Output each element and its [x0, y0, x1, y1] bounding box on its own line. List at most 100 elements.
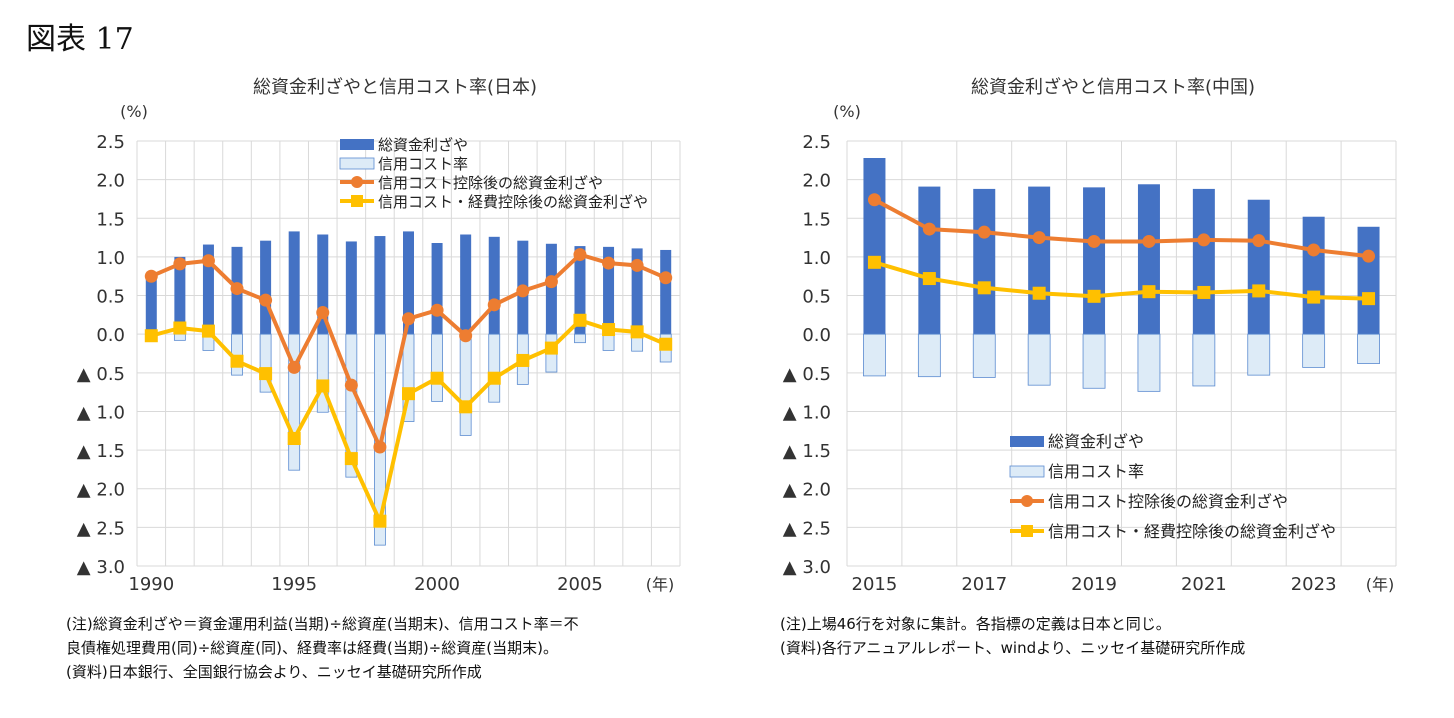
bar-margin — [603, 246, 615, 335]
y-tick-label: 2.5 — [96, 132, 125, 153]
line-after-all — [873, 260, 1369, 301]
x-tick-label: 2023 — [1291, 574, 1337, 595]
chart-panel-japan: 総資金利ざやと信用コスト率(日本) (%) 2.5 2.0 1.5 1.0 0.5 0.0 ▲ … — [0, 0, 727, 604]
line-after-all-point — [1307, 290, 1321, 304]
bar-margin — [488, 236, 500, 335]
figure-label: 図表 17 — [26, 22, 134, 57]
legend-label: 信用コスト率 — [1048, 462, 1144, 481]
line-after-all-point — [316, 379, 330, 393]
line-after-all-point — [1252, 284, 1266, 298]
line-after-credit-point — [173, 257, 187, 271]
y-tick-label: ▲ 2.0 — [77, 480, 125, 501]
bar-margin — [1192, 188, 1215, 335]
line-after-credit — [873, 197, 1369, 259]
line-after-credit-point — [459, 329, 473, 343]
bar-credit-cost — [602, 333, 615, 351]
bar-credit-cost — [288, 333, 301, 471]
line-after-credit-point — [344, 378, 358, 392]
line-after-credit-point — [573, 248, 587, 262]
line-after-all-point — [173, 321, 187, 335]
bar-credit-cost — [1247, 333, 1271, 376]
bar-margin — [317, 234, 329, 335]
legend-label: 総資金利ざや — [378, 136, 468, 154]
bar-credit-cost — [488, 333, 501, 403]
line-after-all-point — [1362, 292, 1376, 306]
line-after-all-point — [201, 324, 215, 338]
line-after-credit-point — [977, 225, 991, 239]
bar-credit-cost — [1137, 333, 1161, 392]
bar-margin — [374, 236, 386, 335]
y-tick-label: 0.5 — [802, 287, 831, 308]
line-after-all-point — [516, 353, 530, 367]
bar-margin — [1028, 186, 1051, 335]
legend-label: 信用コスト率 — [378, 155, 468, 173]
legend-marker-after-credit — [351, 176, 363, 188]
chart-panel-china: 総資金利ざやと信用コスト率(中国) (%) 2.5 2.0 1.5 1.0 0.5 0.0 ▲ … — [727, 0, 1454, 604]
notes-japan: (注)総資金利ざや＝資金運用利益(当期)÷総資産(当期末)、信用コスト率＝不 良… — [66, 612, 579, 684]
y-tick-label: ▲ 2.5 — [783, 518, 831, 539]
line-after-credit-point — [287, 360, 301, 374]
y-tick-label: ▲ 1.0 — [77, 402, 125, 423]
bar-margin — [1302, 216, 1325, 335]
line-after-all-point — [544, 341, 558, 355]
note-line: (資料)各行アニュアルレポート、windより、ニッセイ基礎研究所作成 — [780, 639, 1246, 657]
bar-margin — [288, 231, 300, 335]
line-after-credit-point — [1032, 231, 1046, 245]
x-tick-label: 2019 — [1071, 574, 1117, 595]
bar-margin — [174, 256, 186, 335]
note-line: 良債権処理費用(同)÷総資産(同)、経費率は経費(当期)÷総資産(当期末)。 — [66, 639, 558, 657]
bar-credit-cost — [1082, 333, 1106, 389]
y-tick-label: 1.0 — [802, 248, 831, 269]
bar-margin — [918, 186, 941, 335]
note-line: (資料)日本銀行、全国銀行協会より、ニッセイ基礎研究所作成 — [66, 663, 482, 681]
x-tick-label: 1990 — [128, 574, 174, 595]
line-after-all-point — [259, 367, 273, 381]
y-tick-label: ▲ 3.0 — [783, 557, 831, 578]
bar-credit-cost — [259, 333, 272, 393]
x-tick-label: 2017 — [961, 574, 1007, 595]
bar-margin — [1247, 199, 1270, 335]
legend-marker-after-all — [351, 195, 363, 207]
legend-marker-after-all — [1021, 525, 1033, 537]
line-after-all-point — [922, 272, 936, 286]
line-after-credit-point — [230, 282, 244, 296]
bar-credit-cost — [1357, 333, 1380, 364]
line-after-credit-point — [1307, 243, 1321, 257]
bar-margin — [431, 243, 443, 335]
line-after-all-point — [977, 281, 991, 295]
x-axis-unit: (年) — [646, 575, 675, 594]
x-tick-label: 2005 — [557, 574, 603, 595]
line-after-credit-point — [867, 193, 881, 207]
line-after-all-point — [344, 452, 358, 466]
y-axis-unit: (%) — [120, 102, 148, 121]
line-after-credit-point — [1362, 249, 1376, 263]
line-after-credit-point — [544, 275, 558, 289]
y-tick-label: ▲ 1.5 — [783, 441, 831, 462]
y-tick-label: 0.0 — [802, 325, 831, 346]
bar-credit-cost — [316, 333, 329, 413]
line-after-credit-point — [316, 306, 330, 320]
chart-japan: 総資金利ざやと信用コスト率(日本) (%) 2.5 2.0 1.5 1.0 0.5 0.0 ▲ … — [77, 76, 681, 595]
line-after-credit-point — [1197, 233, 1211, 247]
y-tick-label: 2.0 — [96, 171, 125, 192]
y-tick-label: 1.5 — [802, 209, 831, 230]
bar-credit-cost — [459, 333, 472, 436]
x-axis-unit: (年) — [1366, 575, 1395, 594]
y-tick-label: 0.5 — [96, 287, 125, 308]
legend-label: 信用コスト・経費控除後の総資金利ざや — [1048, 522, 1336, 541]
y-tick-label: 1.5 — [96, 209, 125, 230]
x-tick-label: 2000 — [414, 574, 460, 595]
bar-margin — [863, 158, 886, 335]
bar-margin — [574, 246, 586, 335]
bar-credit-cost — [1192, 333, 1216, 387]
y-tick-label: 0.0 — [96, 325, 125, 346]
line-after-credit-point — [487, 298, 501, 312]
bar-margin — [260, 240, 272, 335]
line-after-all-point — [430, 371, 444, 385]
bar-credit-cost — [972, 333, 996, 378]
line-after-all-point — [459, 400, 473, 414]
line-after-credit-point — [201, 254, 215, 268]
y-tick-label: ▲ 1.5 — [77, 441, 125, 462]
note-line: (注)上場46行を対象に集計。各指標の定義は日本と同じ。 — [780, 615, 1171, 633]
chart-title: 総資金利ざやと信用コスト率(中国) — [971, 76, 1255, 98]
